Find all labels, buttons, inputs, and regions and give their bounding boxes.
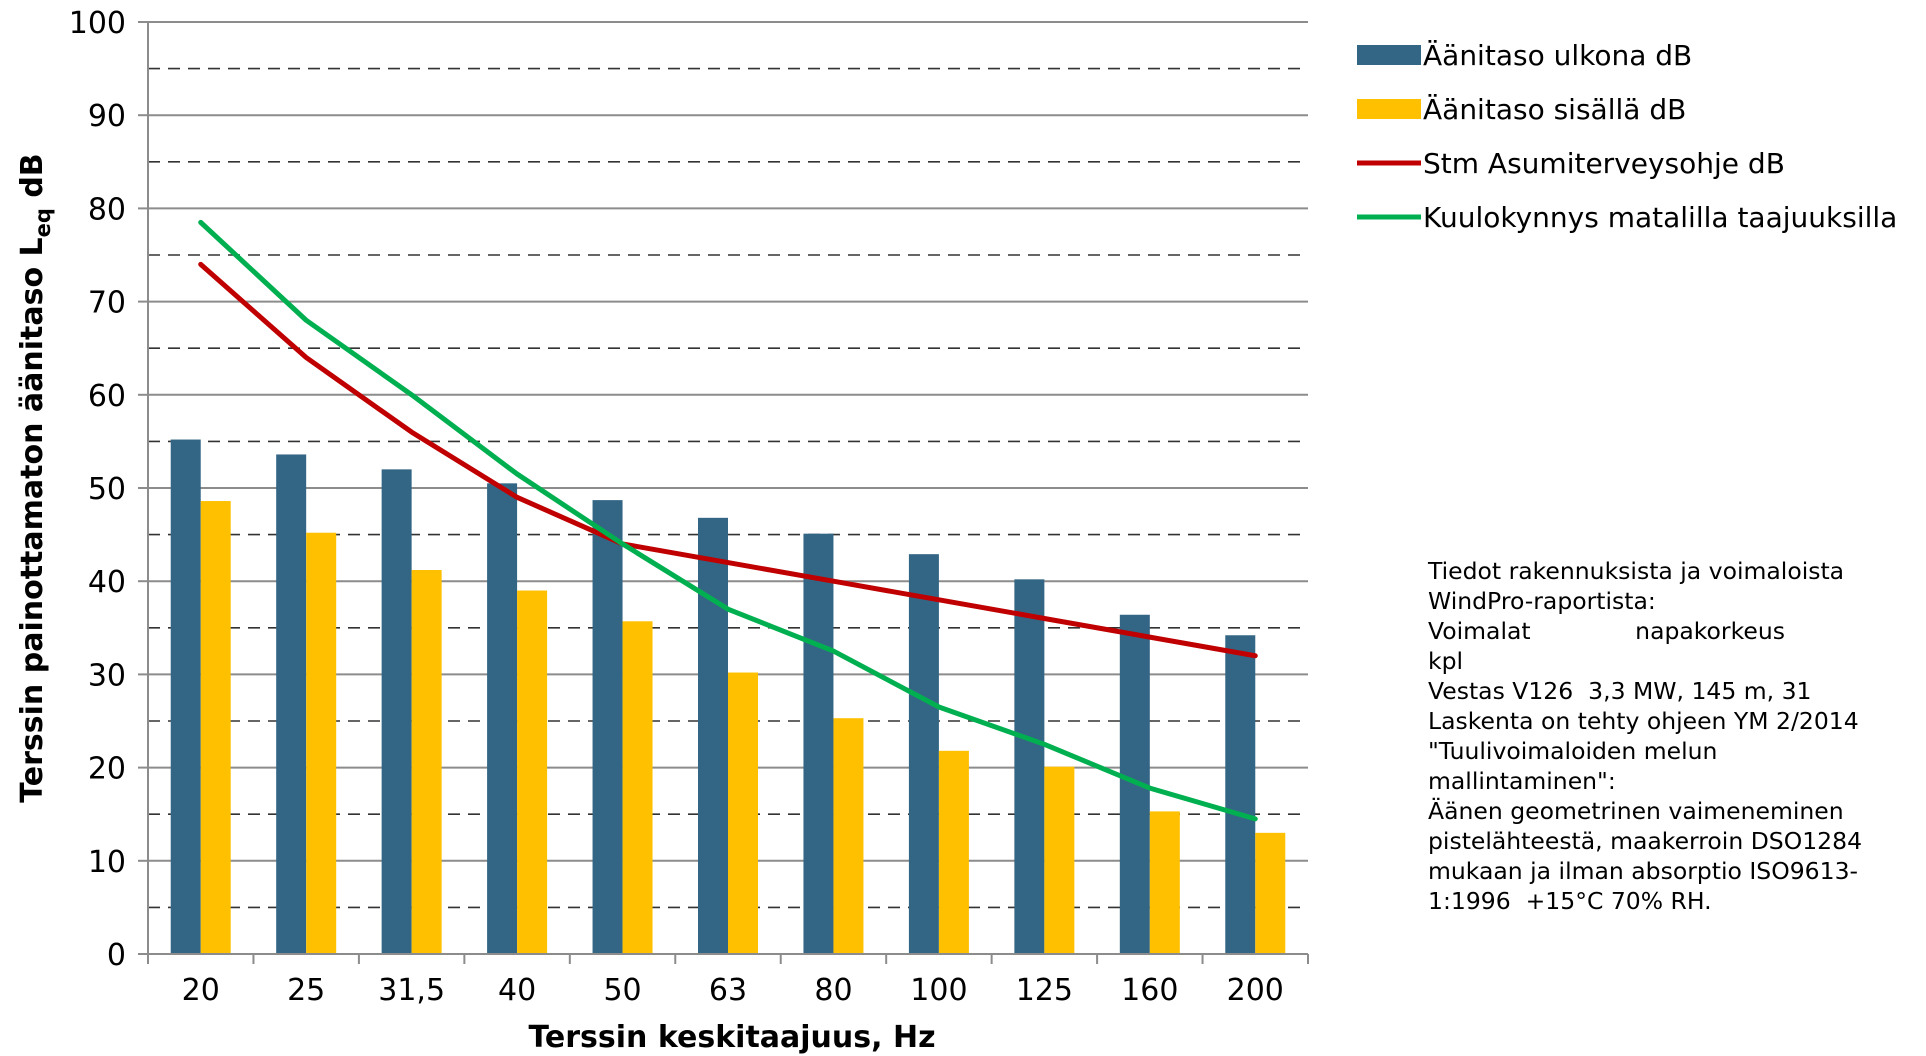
legend-label: Stm Asumiterveysohje dB	[1423, 147, 1785, 180]
x-tick-label: 40	[498, 973, 536, 1008]
x-tick-label: 50	[603, 973, 641, 1008]
bar-indoor	[1255, 833, 1285, 954]
x-tick-labels: 20 25 31,5 40 50 63 80 100 125 160 200	[182, 973, 1284, 1008]
y-tick-label: 10	[88, 845, 126, 880]
legend-label: Äänitaso sisällä dB	[1423, 93, 1686, 126]
bar-outdoor	[487, 483, 517, 954]
y-axis-title-unit: dB	[15, 153, 50, 208]
bar-indoor	[412, 570, 442, 954]
bar-indoor	[623, 621, 653, 954]
bar-outdoor	[171, 440, 201, 954]
legend-label: Äänitaso ulkona dB	[1423, 39, 1692, 72]
y-axis-title-main: Terssin painottamaton äänitaso L	[15, 237, 50, 802]
bar-outdoor	[1014, 579, 1044, 954]
x-tick-label: 25	[287, 973, 325, 1008]
y-tick-label: 40	[88, 565, 126, 600]
bar-outdoor	[1225, 635, 1255, 954]
bar-indoor	[939, 751, 969, 954]
bar-indoor	[517, 591, 547, 954]
bar-outdoor	[276, 454, 306, 954]
bar-outdoor	[593, 500, 623, 954]
x-tick-label: 200	[1227, 973, 1284, 1008]
legend-label: Kuulokynnys matalilla taajuuksilla	[1423, 201, 1897, 234]
x-tick-label: 63	[709, 973, 747, 1008]
y-tick-label: 80	[88, 192, 126, 227]
y-tick-label: 90	[88, 99, 126, 134]
y-tick-label: 30	[88, 658, 126, 693]
y-tick-label: 70	[88, 286, 126, 321]
y-axis-title-sub: eq	[31, 208, 55, 237]
y-axis-title: Terssin painottamaton äänitaso Leq dB	[15, 153, 55, 802]
info-note: Tiedot rakennuksista ja voimaloista Wind…	[1428, 556, 1923, 916]
y-tick-label: 100	[69, 6, 126, 41]
y-tick-label: 50	[88, 472, 126, 507]
x-tick-label: 100	[910, 973, 967, 1008]
x-tick-label: 160	[1121, 973, 1178, 1008]
x-tick-label: 80	[814, 973, 852, 1008]
x-tick-label: 125	[1016, 973, 1073, 1008]
bar-outdoor	[803, 534, 833, 954]
x-tick-label: 31,5	[378, 973, 445, 1008]
bar-indoor	[1044, 767, 1074, 954]
bar-indoor	[728, 673, 758, 954]
x-tick-label: 20	[182, 973, 220, 1008]
y-tick-label: 60	[88, 379, 126, 414]
legend: Äänitaso ulkona dB Äänitaso sisällä dB Stm…	[1357, 39, 1897, 234]
bar-outdoor	[382, 469, 412, 954]
legend-swatch	[1357, 45, 1421, 65]
bar-outdoor	[909, 554, 939, 954]
bars	[171, 440, 1286, 954]
x-axis-title: Terssin keskitaajuus, Hz	[528, 1020, 935, 1055]
bar-indoor	[1150, 811, 1180, 954]
bar-indoor	[306, 533, 336, 954]
bar-indoor	[833, 718, 863, 954]
y-tick-labels: 0 10 20 30 40 50 60 70 80 90 100	[69, 6, 126, 973]
legend-swatch	[1357, 99, 1421, 119]
bar-indoor	[201, 501, 231, 954]
y-tick-label: 20	[88, 752, 126, 787]
bar-outdoor	[698, 518, 728, 954]
y-tick-label: 0	[107, 938, 126, 973]
